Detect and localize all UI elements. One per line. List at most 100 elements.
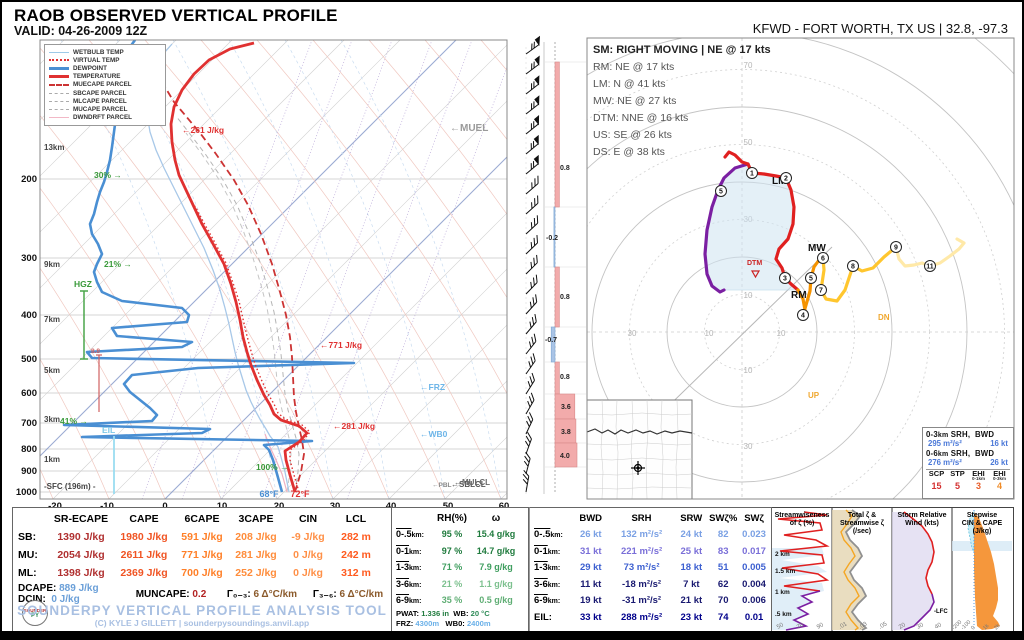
advection-value: 3.6 [561,404,571,411]
rh-row: 3-6km: 21 % 1.1 g/kg [396,578,513,589]
srh-header: SRH [631,512,652,524]
height-label: 3km [44,415,60,424]
temperature-trace [169,41,309,493]
advection-value: -0.7 [545,337,557,344]
x-tick: .01 [838,621,849,631]
height-marker: 1 [750,171,754,178]
pwat-label: PWAT: [396,608,420,618]
stp-header: STP [950,469,965,478]
wb-label: WB: [453,608,469,618]
advection-value: 3.8 [561,429,571,436]
table-row-sb: SB: 1390 J/kg 1980 J/kg 591 J/kg 208 J/k… [18,531,371,543]
lapse-3-6-value: 6 Δ°C/km [339,588,384,600]
muecape-line-swatch [49,83,69,86]
dewpoint-line-swatch [49,66,69,70]
storm-motion-line: MW: NE @ 27 kts [593,95,676,107]
legend-label: DWNDRFT PARCEL [73,114,132,122]
lapse-3-6-label: Γ₃₋₆: [312,588,337,600]
valid-time: VALID: 04-26-2009 12Z [14,24,148,38]
inset-charts-canvas: Streamwiseness of ζ (%) 2 km 1.5 km 1 km… [772,508,1012,631]
col-header: 3CAPE [238,513,274,525]
height-marker: 11 [926,264,934,271]
scp-value: 15 [931,481,942,491]
temp-tick-label: 10 [217,501,228,512]
ring-label: 30 [628,329,637,338]
dwndrft-parcel-trace [264,433,288,493]
surface-temp-label: 72°F [290,489,310,499]
dtm-marker: DTM [747,260,762,279]
col-header: CIN [298,513,318,525]
frz-value: 4300m [415,618,440,628]
dtm-label: DTM [747,260,762,267]
kin-row-eil: EIL: 33 kt 288 m²/s² 23 kt 74 0.01 [534,611,764,623]
eil-label: EIL [102,425,115,435]
height-marker: 6 [821,256,825,263]
virtual-temp-trace [194,205,311,493]
storm-motion-line: SM: RIGHT MOVING | NE @ 17 kts [593,44,771,56]
pressure-tick-label: 800 [21,444,37,455]
chart-title: Stepwise [967,512,997,519]
pressure-tick-label: 900 [21,466,37,477]
srh-0-6-value: 276 m²/s² [928,458,962,467]
height-marker: 7 [819,288,823,295]
muecape-parcel-trace [145,46,305,493]
inset-charts-panel: Streamwiseness of ζ (%) 2 km 1.5 km 1 km… [772,507,1014,632]
ring-label: 10 [705,329,714,338]
chart-title: Streamwise ζ [840,520,885,527]
rh-row: 6-9km: 35 % 0.5 g/kg [396,595,513,606]
km-label: 2 km [775,551,790,558]
mlcape-parcel-trace [185,132,292,493]
footer-credit: (C) KYLE J GILLETT | sounderpysoundings.… [94,618,310,628]
muel-label: ←MUEL [450,123,488,134]
ring-label: 50 [744,138,753,147]
chart-title: Wind (kts) [905,520,939,527]
x-tick: -100 [960,619,972,631]
ehi-0-1-header: EHI [972,469,985,478]
x-tick: 20 [898,622,907,631]
swzeta-pct-header: SWζ% [709,512,738,524]
x-tick: 40 [934,622,943,631]
height-label: 13km [44,143,64,152]
srh-0-3-label: 0-3km SRH, BWD [926,430,995,439]
rh-annotation: 21% → [104,259,132,269]
height-marker: 2 [784,176,788,183]
muncape-label: MUNCAPE: [135,588,190,600]
height-label: 7km [44,315,60,324]
advection-value: 4.0 [560,453,570,460]
height-marker: 9 [894,245,898,252]
dwndrft-line-swatch [49,117,69,119]
temp-tick-label: 30 [330,501,341,512]
legend-label: WETBULB TEMP [73,48,124,56]
lapse-0-3-value: 6 Δ°C/km [253,588,298,600]
x-tick: 30 [916,622,925,631]
ring-label: 10 [744,366,753,375]
ring-label: 10 [744,291,753,300]
stp-value: 5 [954,481,960,491]
kin-row: 1-3km: 29 kt 73 m²/s² 18 kt 51 0.005 [534,562,766,574]
composite-indices-box: 0-3km SRH, BWD 295 m²/s² 16 kt 0-6km SRH,… [922,427,1014,499]
wb0-label: WB0: [445,618,465,628]
col-header: LCL [345,513,367,525]
wb0-label: ←WB0 [420,429,448,439]
storm-motion-line: DS: E @ 38 kts [593,146,665,158]
hgz-layer-line [80,290,88,360]
location-map-inset [587,399,693,499]
kin-row: 3-6km: 11 kt -18 m²/s² 7 kt 62 0.004 [534,578,766,590]
temp-tick-label: -10 [100,501,114,512]
col-header: SR-ECAPE [53,513,109,525]
height-label: 1km [44,455,60,464]
rh-header: RH(%) [437,512,467,524]
hodo-trace-1-3km [723,150,800,292]
legend-label: SBCAPE PARCEL [73,89,127,97]
sounderpy-logo: SOUNDER PY [22,600,48,626]
sblcl-label: ←SBLCL [451,480,486,489]
lfc-annotation: -LFC [934,609,948,615]
advection-value: 0.8 [560,294,570,301]
skewt-legend: WETBULB TEMP VIRTUAL TEMP DEWPOINT TEMPE… [44,44,166,126]
chart-title: Total ζ & [848,512,876,519]
dcape-label: DCAPE: [18,583,57,594]
storm-motion-line: DTM: NNE @ 16 kts [593,112,688,124]
bwd-0-6-value: 26 kt [990,458,1008,467]
skewt-frame [39,39,508,500]
